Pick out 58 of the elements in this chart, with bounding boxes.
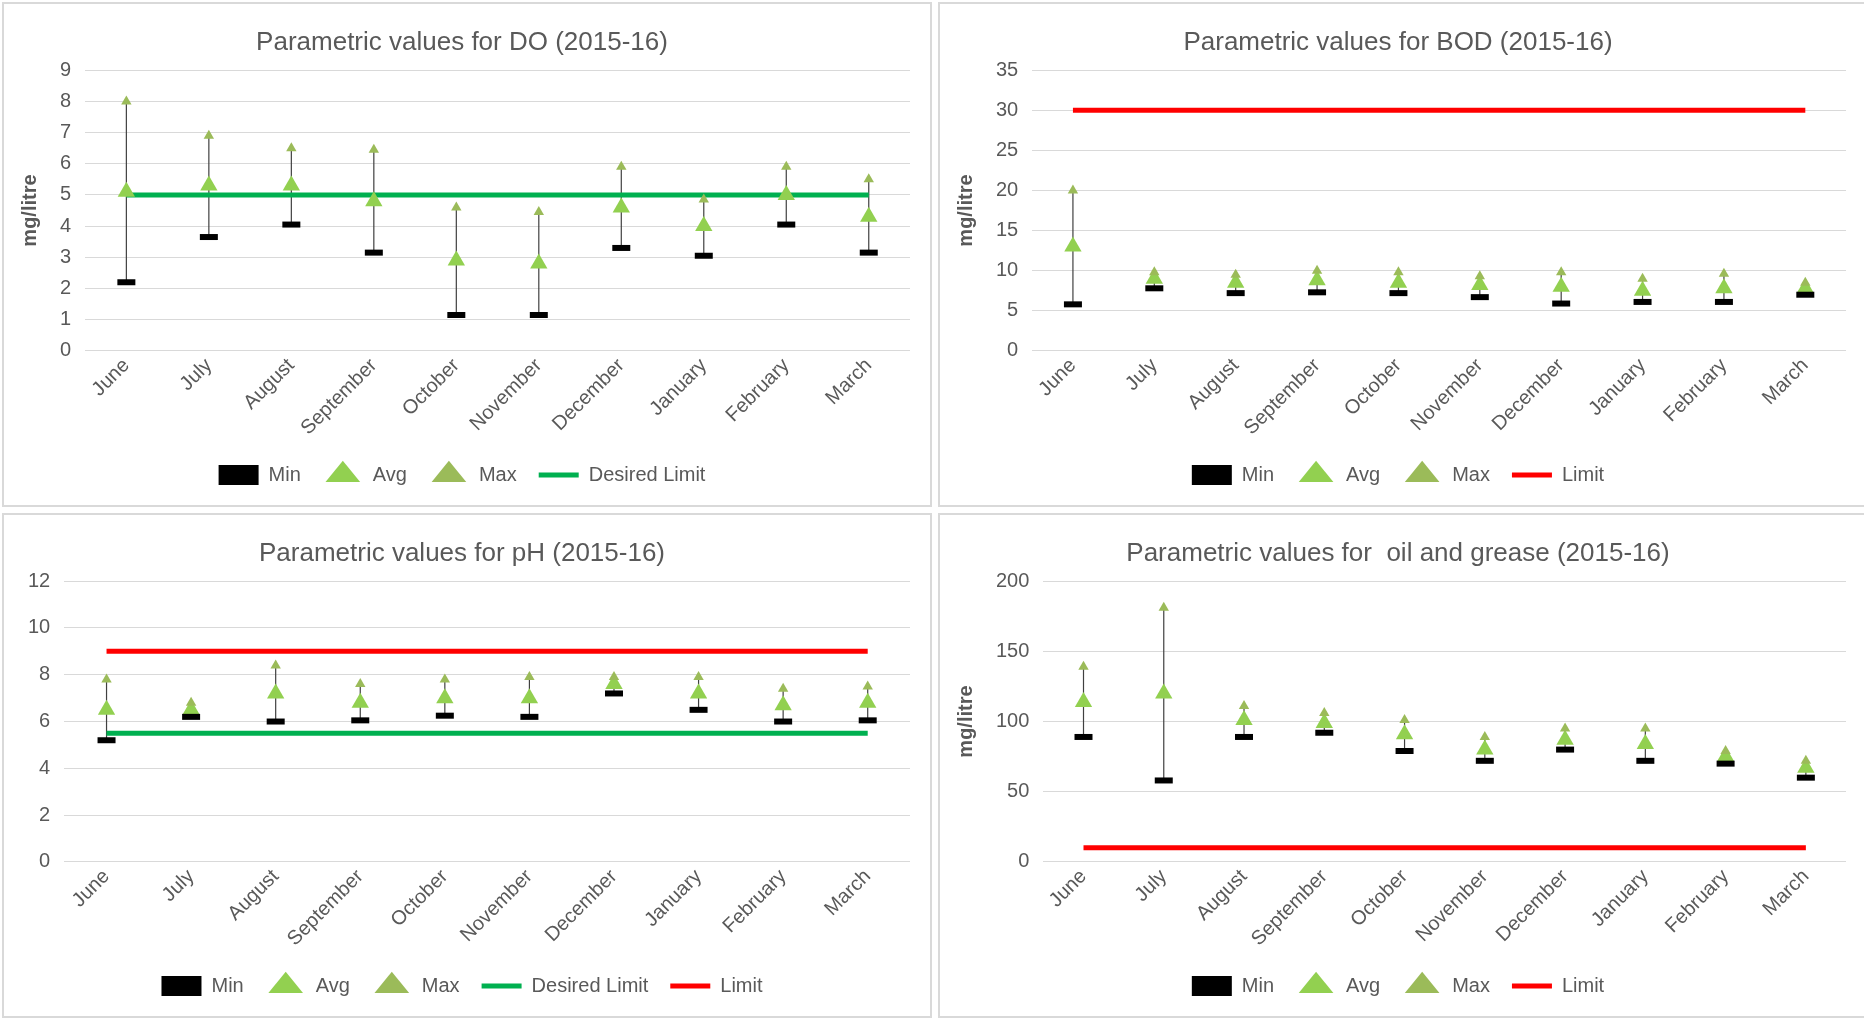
legend-label: Min [268, 462, 301, 485]
y-axis-title: mg/litre [17, 174, 40, 247]
y-tick-label: 10 [28, 615, 51, 638]
y-tick-label: 35 [996, 57, 1019, 80]
legend-label: Min [1241, 973, 1275, 996]
y-tick-label: 30 [996, 97, 1019, 120]
y-tick-label: 5 [1007, 298, 1019, 321]
y-tick-label: 50 [1007, 779, 1030, 802]
y-tick-label: 4 [60, 213, 72, 236]
legend-label: Desired Limit [588, 462, 706, 485]
y-tick-label: 0 [60, 338, 72, 361]
y-tick-label: 5 [60, 182, 72, 205]
legend-label: Desired Limit [531, 973, 649, 996]
y-tick-label: 0 [1018, 849, 1030, 872]
chart-title: Parametric values for BOD (2015-16) [1183, 25, 1613, 56]
y-tick-label: 6 [39, 709, 51, 732]
legend-label: Avg [1346, 973, 1381, 996]
legend-label: Max [478, 462, 517, 485]
y-axis-title: mg/litre [953, 174, 976, 247]
legend-label: Min [1241, 462, 1275, 485]
y-tick-label: 150 [995, 638, 1030, 661]
legend-label: Limit [1561, 462, 1605, 485]
x-tick-label: July [1129, 864, 1171, 906]
x-tick-label: July [174, 353, 216, 395]
y-tick-label: 200 [995, 568, 1030, 591]
y-tick-label: 2 [60, 276, 72, 298]
y-tick-label: 10 [996, 258, 1019, 281]
y-axis-title: mg/litre [953, 685, 976, 758]
chart-title: Parametric values for pH (2015-16) [258, 536, 666, 567]
legend-label: Limit [720, 973, 763, 996]
y-tick-label: 0 [1007, 338, 1019, 361]
y-tick-label: 25 [996, 137, 1019, 160]
legend-label: Avg [372, 462, 407, 485]
y-tick-label: 0 [39, 849, 51, 872]
y-tick-label: 100 [995, 709, 1030, 732]
legend-label: Min [211, 973, 244, 996]
x-tick-label: July [157, 864, 198, 906]
legend-label: Max [1452, 973, 1490, 996]
chart-title: Parametric values for oil and grease (2015-16) [1126, 536, 1670, 567]
legend-label: Avg [315, 973, 350, 996]
y-tick-label: 3 [60, 244, 72, 267]
y-tick-label: 4 [39, 755, 51, 778]
y-tick-label: 7 [60, 120, 72, 143]
y-tick-label: 20 [996, 177, 1019, 200]
x-tick-label: July [1120, 353, 1162, 395]
y-tick-label: 1 [60, 307, 72, 330]
legend-label: Max [1452, 462, 1490, 485]
y-tick-label: 8 [60, 88, 72, 111]
y-tick-label: 9 [60, 57, 72, 80]
y-tick-label: 6 [60, 151, 72, 174]
y-tick-label: 12 [28, 568, 51, 591]
legend-label: Avg [1346, 462, 1381, 485]
y-tick-label: 8 [39, 662, 51, 685]
y-tick-label: 15 [996, 218, 1019, 241]
legend-label: Limit [1561, 973, 1605, 996]
chart-title: Parametric values for DO (2015-16) [256, 25, 668, 56]
y-tick-label: 2 [39, 802, 51, 825]
legend-label: Max [421, 973, 460, 996]
